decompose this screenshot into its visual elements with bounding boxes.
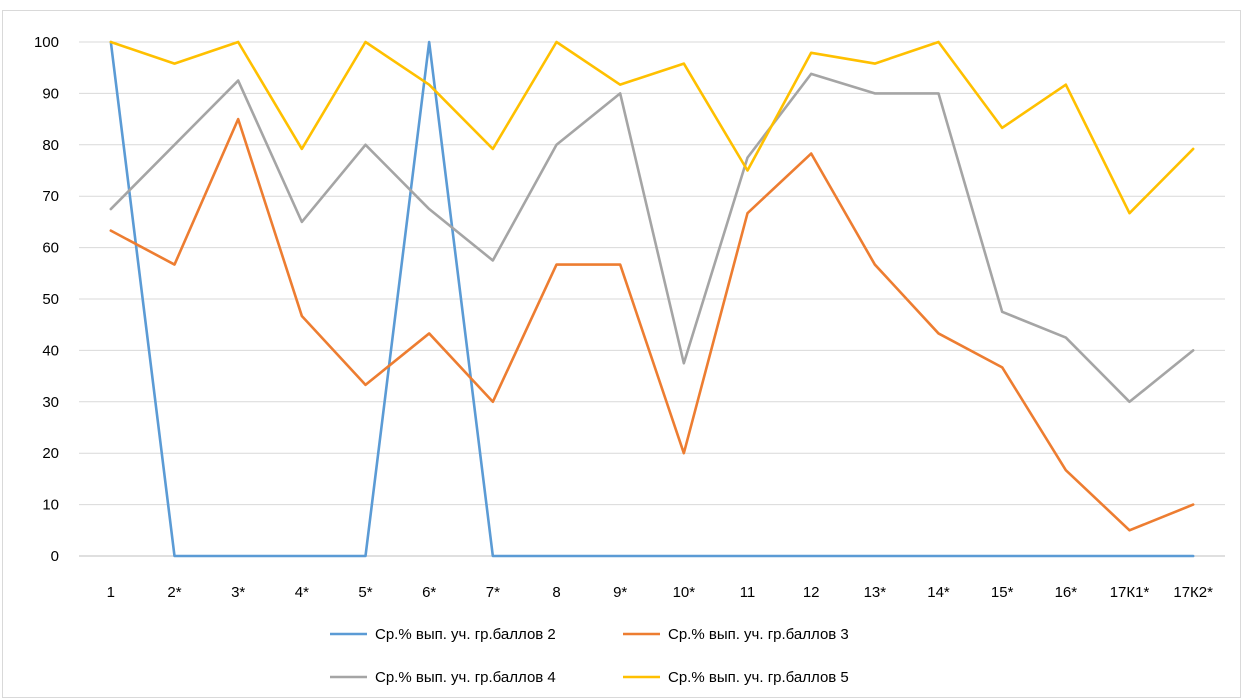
y-tick-label: 10 — [42, 497, 59, 514]
y-tick-label: 100 — [34, 34, 59, 51]
series-line — [109, 40, 1195, 558]
y-tick-label: 90 — [42, 85, 59, 102]
x-tick-label: 14* — [927, 584, 950, 601]
x-tick-label: 7* — [486, 584, 500, 601]
x-tick-label: 2* — [167, 584, 181, 601]
legend-item: Ср.% вып. уч. гр.баллов 2 — [330, 626, 556, 643]
x-tick-label: 10* — [673, 584, 696, 601]
x-axis-tick-labels: 1 2* 3* 4* 5* 6* 7* 8 9* 10* 11 12 13* 14* 15* 16* 17К1*… — [107, 584, 1213, 601]
legend-item: Ср.% вып. уч. гр.баллов 5 — [623, 669, 849, 686]
x-tick-label: 1 — [107, 584, 115, 601]
y-tick-label: 30 — [42, 394, 59, 411]
series-line — [109, 40, 1195, 215]
series-line — [109, 117, 1195, 532]
x-tick-label: 4* — [295, 584, 309, 601]
x-tick-label: 9* — [613, 584, 627, 601]
y-axis-tick-labels: 0 10 20 30 40 50 60 70 80 90 100 — [34, 34, 59, 565]
series-1 — [109, 40, 1195, 558]
y-tick-label: 0 — [51, 548, 59, 565]
series-4 — [109, 40, 1195, 215]
legend-label: Ср.% вып. уч. гр.баллов 3 — [668, 626, 849, 643]
legend-label: Ср.% вып. уч. гр.баллов 2 — [375, 626, 556, 643]
legend: Ср.% вып. уч. гр.баллов 2 Ср.% вып. уч. г… — [330, 626, 849, 686]
x-tick-label: 5* — [358, 584, 372, 601]
y-tick-label: 20 — [42, 445, 59, 462]
series-2 — [109, 117, 1195, 532]
gridlines — [79, 41, 1225, 557]
legend-label: Ср.% вып. уч. гр.баллов 5 — [668, 669, 849, 686]
y-tick-label: 60 — [42, 240, 59, 257]
x-tick-label: 17К2* — [1173, 584, 1213, 601]
x-tick-label: 13* — [864, 584, 887, 601]
legend-item: Ср.% вып. уч. гр.баллов 3 — [623, 626, 849, 643]
x-tick-label: 12 — [803, 584, 820, 601]
x-tick-label: 17К1* — [1110, 584, 1150, 601]
series-lines — [109, 40, 1195, 558]
y-tick-label: 70 — [42, 188, 59, 205]
series-line — [109, 72, 1195, 404]
y-tick-label: 40 — [42, 342, 59, 359]
chart-frame: 0 10 20 30 40 50 60 70 80 90 100 1 2* 3* 4* 5* 6* 7* 8 9* 1… — [2, 10, 1241, 698]
y-tick-label: 80 — [42, 137, 59, 154]
x-tick-label: 6* — [422, 584, 436, 601]
series-3 — [109, 72, 1195, 404]
legend-item: Ср.% вып. уч. гр.баллов 4 — [330, 669, 556, 686]
y-tick-label: 50 — [42, 291, 59, 308]
x-tick-label: 15* — [991, 584, 1014, 601]
x-tick-label: 8 — [552, 584, 560, 601]
x-tick-label: 3* — [231, 584, 245, 601]
x-tick-label: 11 — [740, 584, 756, 601]
x-tick-label: 16* — [1055, 584, 1078, 601]
legend-label: Ср.% вып. уч. гр.баллов 4 — [375, 669, 556, 686]
